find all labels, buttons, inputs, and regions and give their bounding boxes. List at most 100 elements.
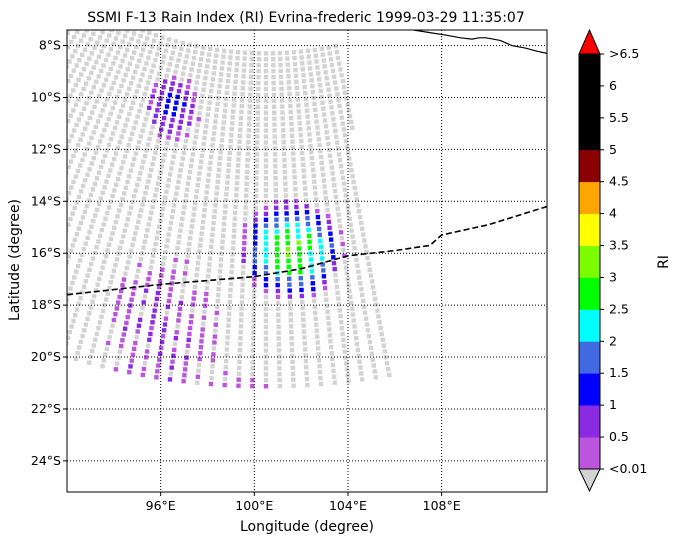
swath-pixel: [158, 351, 163, 356]
swath-pixel: [191, 98, 196, 103]
swath-pixel: [303, 96, 308, 102]
swath-pixel: [131, 346, 137, 352]
swath-pixel: [350, 174, 355, 179]
swath-pixel: [263, 199, 269, 205]
swath-pixel: [208, 46, 213, 51]
swath-pixel: [149, 259, 155, 264]
swath-pixel: [292, 181, 298, 186]
map-plot-area: [67, 30, 547, 492]
swath-pixel: [157, 71, 162, 76]
swath-pixel: [342, 253, 347, 258]
swath-pixel: [98, 113, 103, 119]
swath-pixel: [263, 217, 269, 222]
swath-pixel: [189, 158, 195, 163]
swath-pixel: [154, 296, 160, 302]
swath-pixel: [343, 90, 348, 95]
swath-pixel: [159, 127, 164, 132]
swath-pixel: [75, 143, 81, 148]
swath-pixel: [177, 234, 182, 239]
swath-pixel: [178, 300, 184, 306]
swath-pixel: [263, 223, 269, 228]
swath-pixel: [224, 353, 229, 358]
swath-pixel: [201, 45, 206, 50]
swath-pixel: [283, 187, 288, 192]
swath-pixel: [276, 312, 281, 317]
swath-pixel: [178, 119, 183, 125]
swath-pixel: [68, 159, 74, 164]
swath-pixel: [152, 88, 157, 93]
swath-pixel: [236, 383, 241, 388]
swath-pixel: [217, 161, 222, 167]
swath-pixel: [311, 95, 316, 101]
swath-pixel: [287, 276, 292, 281]
swath-pixel: [188, 73, 193, 78]
swath-pixel: [180, 156, 185, 161]
swath-pixel: [272, 128, 277, 133]
x-tick-label: 96°E: [146, 498, 176, 513]
swath-pixel: [206, 268, 211, 273]
swath-pixel: [145, 111, 150, 116]
swath-pixel: [72, 237, 77, 242]
swath-pixel: [276, 306, 281, 311]
swath-pixel: [235, 169, 240, 174]
x-tick-label: 108°E: [423, 498, 461, 513]
colorbar-segment: [579, 149, 600, 183]
swath-pixel: [216, 95, 221, 101]
swath-pixel: [342, 187, 348, 192]
swath-pixel: [137, 139, 142, 145]
swath-pixel: [308, 72, 314, 77]
swath-pixel: [229, 127, 234, 132]
y-axis-label: Latitude (degree): [7, 199, 23, 321]
swath-pixel: [97, 320, 103, 325]
swath-pixel: [113, 262, 118, 268]
swath-pixel: [344, 96, 349, 101]
swath-pixel: [117, 140, 122, 145]
swath-pixel: [146, 276, 151, 282]
swath-pixel: [78, 189, 84, 194]
swath-pixel: [263, 140, 269, 145]
swath-pixel: [141, 159, 146, 164]
swath-pixel: [181, 150, 187, 155]
swath-pixel: [169, 281, 174, 286]
swath-pixel: [124, 265, 129, 271]
swath-pixel: [146, 179, 151, 184]
swath-pixel: [330, 249, 335, 254]
swath-pixel: [216, 292, 221, 298]
swath-pixel: [263, 306, 269, 312]
swath-pixel: [102, 259, 107, 265]
swath-pixel: [240, 92, 245, 97]
swath-pixel: [104, 38, 109, 43]
swath-pixel: [310, 275, 315, 280]
swath-pixel: [80, 215, 86, 220]
swath-pixel: [74, 122, 79, 128]
swath-pixel: [335, 140, 340, 145]
swath-pixel: [175, 185, 180, 191]
swath-pixel: [210, 143, 215, 148]
swath-pixel: [210, 364, 215, 369]
swath-pixel: [271, 86, 276, 92]
swath-pixel: [172, 148, 177, 154]
colorbar-segment: [579, 85, 600, 119]
swath-pixel: [279, 86, 284, 91]
swath-pixel: [68, 93, 73, 98]
swath-pixel: [122, 191, 127, 196]
swath-pixel: [315, 334, 320, 339]
swath-pixel: [155, 290, 161, 296]
swath-pixel: [68, 113, 73, 118]
swath-pixel: [326, 87, 331, 92]
colorbar-over-extension: [578, 28, 601, 55]
swath-pixel: [298, 49, 304, 54]
swath-pixel: [348, 222, 353, 227]
swath-pixel: [171, 353, 176, 358]
swath-pixel: [160, 121, 165, 127]
swath-pixel: [246, 122, 252, 127]
swath-pixel: [370, 357, 375, 362]
swath-pixel: [185, 253, 190, 258]
swath-pixel: [121, 234, 126, 239]
swath-pixel: [351, 318, 356, 323]
swath-pixel: [207, 262, 212, 267]
swath-pixel: [107, 335, 112, 340]
swath-pixel: [130, 352, 136, 357]
swath-pixel: [352, 324, 357, 329]
swath-pixel: [282, 157, 287, 163]
